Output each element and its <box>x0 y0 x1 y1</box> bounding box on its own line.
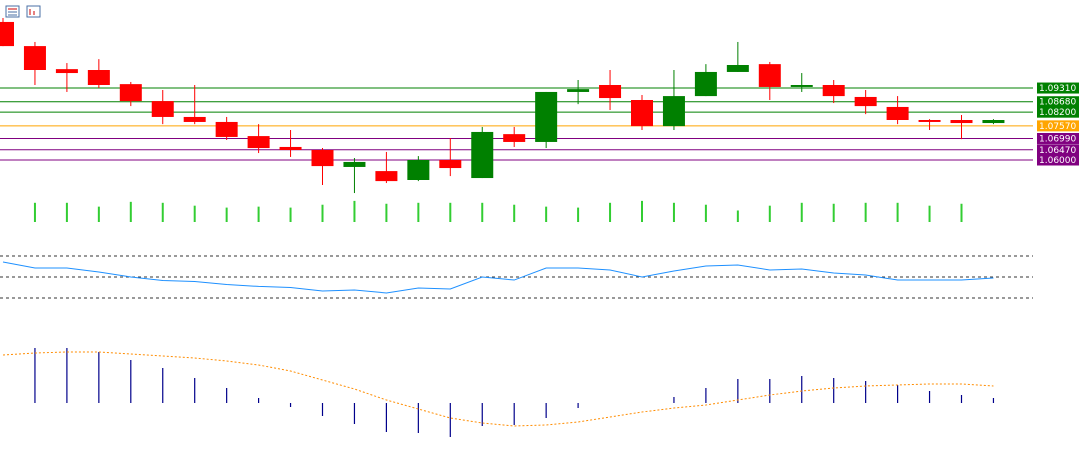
level-label-bg <box>1037 154 1079 166</box>
candle-body <box>279 146 302 150</box>
volume-bar <box>896 202 899 222</box>
level-label: 1.08680 <box>1039 98 1076 108</box>
candle-body <box>119 84 142 102</box>
level-label: 1.06000 <box>1039 156 1076 166</box>
candle-body <box>503 134 526 142</box>
volume-bar <box>513 204 516 222</box>
candle-body <box>662 96 685 127</box>
candle-body <box>918 120 941 122</box>
candle-body <box>55 69 78 74</box>
signal-line <box>2 351 994 427</box>
candle-body <box>183 116 206 122</box>
volume-bar <box>385 203 388 222</box>
oscillator-line <box>2 261 994 294</box>
candle-body <box>599 85 622 99</box>
level-label: 1.06990 <box>1039 134 1076 144</box>
candle-body <box>535 91 558 142</box>
candle-body <box>343 161 366 167</box>
volume-bar <box>609 202 612 222</box>
candle-body <box>439 160 462 169</box>
volume-bar <box>577 207 580 222</box>
candle-body <box>407 160 430 180</box>
volume-bar <box>928 205 931 222</box>
volume-bar <box>225 207 228 222</box>
candle-body <box>247 136 270 149</box>
candle-body <box>567 89 590 92</box>
volume-bar <box>289 207 292 222</box>
candle-body <box>854 96 877 107</box>
candle-body <box>822 85 845 97</box>
volume-bar <box>449 202 452 222</box>
volume-bar <box>672 202 675 222</box>
volume-bar <box>65 202 68 222</box>
candle-body <box>0 21 14 47</box>
candle-body <box>758 64 781 87</box>
volume-bar <box>353 200 356 222</box>
volume-bar <box>161 202 164 222</box>
candle-body <box>151 101 174 117</box>
level-label: 1.06470 <box>1039 146 1076 156</box>
volume-bar <box>960 203 963 222</box>
volume-bar <box>481 202 484 222</box>
candle-body <box>790 85 813 87</box>
volume-bar <box>832 203 835 222</box>
volume-bar <box>545 206 548 222</box>
volume-bar <box>736 210 739 222</box>
candle-body <box>471 131 494 179</box>
level-label: 1.08200 <box>1039 108 1076 118</box>
volume-bar <box>193 205 196 222</box>
candle-body <box>631 100 653 127</box>
volume-bar <box>321 204 324 222</box>
level-label-bg <box>1037 106 1079 118</box>
candle-body <box>726 65 749 72</box>
volume-bar <box>33 202 36 222</box>
volume-bar <box>257 206 260 222</box>
level-label-bg <box>1037 144 1079 156</box>
volume-bar <box>417 202 420 222</box>
volume-bar <box>768 205 771 222</box>
candle-body <box>694 71 717 97</box>
toolbar-icons <box>5 5 41 18</box>
level-label-bg <box>1037 132 1079 144</box>
candle-body <box>215 121 238 137</box>
candle-body <box>982 120 1005 124</box>
volume-bar <box>864 202 867 222</box>
candle-body <box>23 46 46 70</box>
level-label: 1.09310 <box>1039 84 1076 94</box>
volume-bar <box>800 202 803 222</box>
volume-bar <box>97 206 100 222</box>
candle-body <box>950 120 973 124</box>
candle-body <box>311 150 334 167</box>
candle-body <box>87 70 110 85</box>
level-label-bg <box>1037 96 1079 108</box>
volume-bar <box>641 200 643 222</box>
volume-bar <box>129 201 132 222</box>
level-label-bg <box>1037 82 1079 94</box>
volume-bar <box>704 204 707 222</box>
candle-body <box>375 171 398 182</box>
candle-body <box>886 106 909 120</box>
level-label-bg <box>1037 120 1079 132</box>
level-label: 1.07570 <box>1039 122 1076 132</box>
